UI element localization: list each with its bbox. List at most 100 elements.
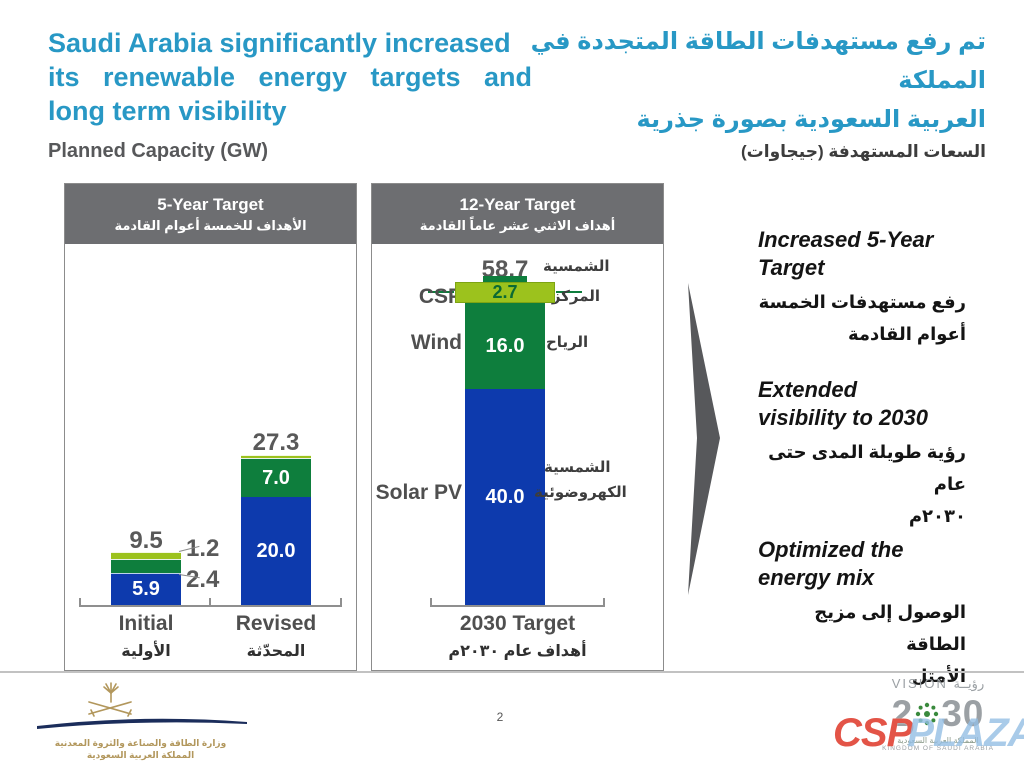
chart-title-arabic: أهداف الاثني عشر عاماً القادمة [419, 217, 616, 233]
category-label-revised: Revised [235, 612, 317, 635]
forward-arrow-shape [688, 283, 720, 595]
ministry-emblem-icon [36, 682, 247, 729]
value-label-solar-pv: 20.0 [256, 539, 296, 562]
page-title-arabic: تم رفع مستهدفات الطاقة المتجددة في الممل… [516, 22, 986, 139]
value-label-solar-pv: 5.9 [132, 577, 160, 600]
vision-2030-logo: VISION رؤيــة 2 30 المملكة العربية السعو… [858, 676, 1018, 752]
segment-solar-pv: 5.9 [111, 573, 181, 605]
segment-solar-pv: 20.0 [241, 497, 311, 605]
chart-title: 12-Year Target [459, 194, 576, 214]
series-label-solar-pv-arabic-2: الكهروضوئية [534, 484, 627, 501]
key-point-arabic: رفع مستهدفات الخمسة أعوام القادمة [758, 286, 992, 350]
series-label-csp-arabic-2: المركزة [543, 288, 601, 305]
kingdom-text-arabic: المملكة العربية السعودية [897, 736, 979, 745]
vision-year-left: 2 [891, 693, 914, 734]
category-label-2030-target-arabic: أهداف عام ٢٠٣٠م [448, 643, 587, 660]
key-point-arabic: رؤية طويلة المدى حتى عام ٢٠٣٠م [758, 436, 992, 532]
segment-wind: 16.0 [465, 302, 545, 389]
vision-emblem-icon [916, 702, 939, 726]
value-label-wind: 7.0 [262, 466, 290, 489]
chart-header-5-year: 5-Year Target الأهداف للخمسة أعوام القاد… [65, 184, 356, 244]
segment-solar-pv: 40.0 [465, 389, 545, 605]
chart-plot-12-year: 58.7 2.7 40.0 16.0 CSP Wind Solar PV ا [372, 244, 663, 670]
total-label-initial: 9.5 [129, 527, 163, 554]
title-line-3: long term visibility [48, 96, 287, 126]
segment-wind [111, 559, 181, 573]
vision-year-right: 30 [941, 693, 985, 734]
title-line-2: its renewable energy targets and [48, 62, 532, 92]
key-point-title: Extended visibility to 2030 [758, 376, 992, 432]
total-label-revised: 27.3 [252, 429, 300, 456]
page-title: Saudi Arabia significantly increased its… [48, 26, 532, 128]
axis-tick [209, 598, 211, 605]
value-label-csp: 2.7 [492, 282, 518, 302]
category-label-initial-arabic: الأولية [121, 643, 171, 660]
category-label-revised-arabic: المحدّثة [246, 643, 306, 660]
segment-csp [241, 455, 311, 458]
bar-revised: 20.0 7.0 [241, 455, 311, 605]
watermark-plaza: PLAZA [907, 711, 1024, 755]
title-ar-line-2: العربية السعودية بصورة جذرية [636, 106, 986, 133]
subtitle-planned-capacity: Planned Capacity (GW) [48, 140, 269, 162]
series-label-solar-pv: Solar PV [375, 481, 462, 504]
segment-csp [111, 552, 181, 559]
category-label-2030-target: 2030 Target [459, 612, 576, 635]
axis-tick [340, 598, 342, 605]
series-label-csp: CSP [418, 285, 462, 308]
key-point-optimized-mix: Optimized the energy mix الوصول إلى مزيج… [758, 536, 992, 692]
footer-divider [0, 671, 1024, 673]
value-label-solar-pv: 40.0 [485, 485, 525, 508]
key-point-line: energy mix [758, 565, 875, 590]
watermark-csp: CSP [833, 711, 913, 755]
chart-title-arabic: الأهداف للخمسة أعوام القادمة [114, 217, 307, 233]
chart-title: 5-Year Target [157, 194, 264, 214]
bar-initial: 5.9 [111, 552, 181, 605]
vision-year: 2 30 [858, 693, 1018, 735]
csp-plaza-watermark: CSPPLAZA [833, 711, 1024, 756]
axis-tick [430, 598, 432, 605]
key-point-title: Optimized the energy mix [758, 536, 992, 592]
key-point-increased-target: Increased 5-Year Target رفع مستهدفات الخ… [758, 226, 992, 350]
chart-panel-12-year: 12-Year Target أهداف الاثني عشر عاماً ال… [371, 183, 664, 671]
vision-text-en: VISION [891, 676, 948, 691]
ministry-logo: وزارة الطاقة والصناعة والثروة المعدنية ا… [28, 680, 253, 761]
series-label-wind-arabic: الرياح [546, 334, 589, 351]
csp-cap: 2.7 [455, 282, 555, 303]
key-point-line: Target [758, 255, 825, 280]
key-point-ar-line: ٢٠٣٠م [908, 506, 966, 526]
key-point-extended-visibility: Extended visibility to 2030 رؤية طويلة ا… [758, 376, 992, 532]
ministry-country-arabic: المملكة العربية السعودية [86, 750, 195, 760]
axis-tick [603, 598, 605, 605]
segment-wind: 7.0 [241, 458, 311, 497]
title-line-1: Saudi Arabia significantly increased [48, 28, 511, 58]
kingdom-text-english: KINGDOM OF SAUDI ARABIA [882, 745, 994, 752]
category-label-initial: Initial [118, 612, 174, 635]
key-point-line: Optimized the [758, 537, 904, 562]
chart-header-12-year: 12-Year Target أهداف الاثني عشر عاماً ال… [372, 184, 663, 244]
key-point-line: Increased 5-Year [758, 227, 934, 252]
chart-plot-5-year: 5.9 9.5 1.2 2.4 20.0 7.0 27.3 [65, 244, 356, 670]
segment-separator-line [111, 573, 181, 574]
vision-text-ar: رؤيــة [953, 676, 985, 691]
chart-panel-5-year: 5-Year Target الأهداف للخمسة أعوام القاد… [64, 183, 357, 671]
key-point-ar-line: الوصول إلى مزيج الطاقة [814, 602, 966, 654]
csp-connector-right [556, 291, 582, 293]
value-label-wind: 16.0 [485, 334, 525, 357]
x-axis [430, 605, 605, 607]
ministry-name-arabic: وزارة الطاقة والصناعة والثروة المعدنية [54, 738, 227, 748]
subtitle-arabic: السعات المستهدفة (جيجاوات) [741, 142, 986, 161]
title-ar-line-1: تم رفع مستهدفات الطاقة المتجددة في الممل… [530, 28, 986, 94]
csp-connector-left [428, 291, 454, 293]
series-label-csp-arabic-1: الشمسية [543, 258, 610, 275]
series-label-wind: Wind [410, 331, 462, 354]
key-point-line: Extended [758, 377, 858, 402]
vision-wordmark: VISION رؤيــة [858, 676, 1018, 692]
wind-callout-value: 2.4 [186, 566, 220, 593]
page-number: 2 [496, 710, 504, 724]
key-point-ar-line: أعوام القادمة [847, 324, 966, 344]
axis-tick [79, 598, 81, 605]
key-point-line: visibility to 2030 [758, 405, 928, 430]
key-point-ar-line: رؤية طويلة المدى حتى عام [768, 442, 966, 494]
key-point-ar-line: رفع مستهدفات الخمسة [758, 292, 966, 312]
